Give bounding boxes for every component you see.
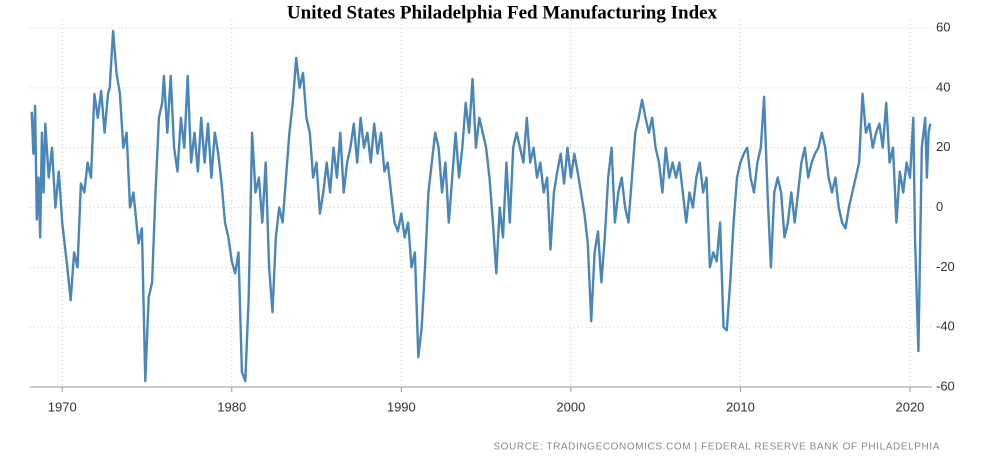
source-note: SOURCE: TRADINGECONOMICS.COM | FEDERAL R…	[493, 442, 940, 453]
x-tick-label: 1970	[48, 399, 77, 414]
y-tick-label: -40	[936, 319, 955, 334]
x-tick-label: 1990	[387, 399, 416, 414]
x-tick-label: 1980	[217, 399, 246, 414]
y-tick-label: 0	[936, 199, 943, 214]
line-series	[30, 29, 932, 383]
y-tick-label: 40	[936, 79, 950, 94]
x-tick-label: 2020	[895, 399, 924, 414]
y-tick-label: -60	[936, 378, 955, 393]
y-tick-label: 20	[936, 139, 950, 154]
x-tick-label: 2000	[556, 399, 585, 414]
chart-title: United States Philadelphia Fed Manufactu…	[287, 2, 718, 23]
x-tick-label: 2010	[726, 399, 755, 414]
y-tick-label: -20	[936, 259, 955, 274]
y-tick-label: 60	[936, 19, 950, 34]
